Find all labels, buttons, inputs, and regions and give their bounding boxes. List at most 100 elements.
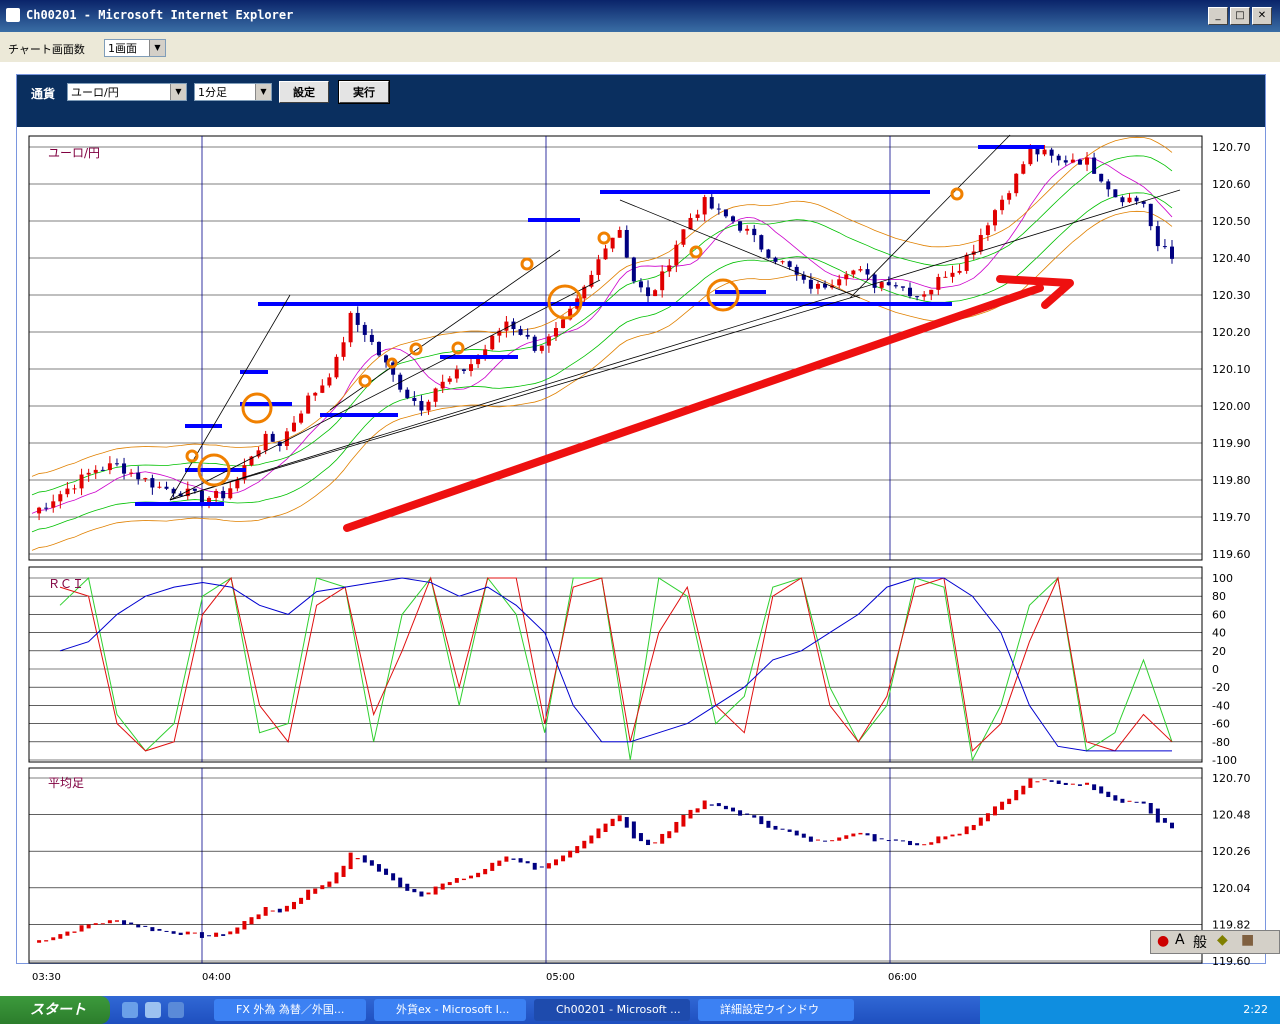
candle-body — [122, 463, 127, 474]
trend-line — [169, 294, 291, 501]
heikin-candle — [653, 842, 658, 844]
heikin-candle — [376, 864, 381, 872]
candle-body — [214, 490, 219, 498]
heikin-candle — [950, 834, 955, 837]
main-y-tick: 120.20 — [1212, 326, 1251, 339]
heikin-candle — [150, 927, 155, 932]
candle-body — [1148, 203, 1153, 227]
heikin-y-tick: 120.70 — [1212, 772, 1251, 785]
taskbar-item-gaika[interactable]: 外貨ex - Microsoft I... — [374, 999, 526, 1021]
heikin-candle — [1127, 800, 1132, 802]
ime-dictionary-icon[interactable]: ◆ — [1217, 932, 1228, 948]
candle-body — [405, 389, 410, 398]
candle-body — [362, 324, 367, 335]
rci-y-tick: -80 — [1212, 736, 1230, 749]
close-button[interactable]: ✕ — [1252, 7, 1272, 25]
candle-body — [546, 336, 551, 346]
heikin-candle — [454, 878, 459, 883]
heikin-candle — [1049, 780, 1054, 782]
heikin-candle — [596, 828, 601, 839]
candle-body — [801, 274, 806, 280]
heikin-candle — [185, 931, 190, 935]
heikin-candle — [221, 934, 226, 936]
minimize-button[interactable]: _ — [1208, 7, 1228, 25]
ime-mode-icon[interactable]: ● — [1157, 933, 1170, 949]
heikin-candle — [299, 897, 304, 904]
taskbar-item-ch00201[interactable]: Ch00201 - Microsoft ... — [534, 999, 690, 1021]
candle-body — [943, 276, 948, 278]
rci-y-tick: 20 — [1212, 645, 1226, 658]
heikin-candle — [561, 855, 566, 862]
heikin-candle — [490, 862, 495, 871]
heikin-candle — [957, 833, 962, 836]
candle-body — [1014, 173, 1019, 194]
quicklaunch-ie-icon[interactable] — [122, 1002, 138, 1018]
candle-body — [1170, 246, 1174, 259]
candle-body — [787, 261, 792, 267]
chart-screens-select[interactable]: 1画面 ▼ — [104, 39, 166, 57]
heikin-candle — [624, 817, 629, 828]
heikin-candle — [1099, 786, 1104, 794]
heikin-candle — [270, 910, 275, 912]
heikin-candle — [872, 834, 877, 842]
candle-body — [823, 283, 828, 288]
marker-circle — [185, 449, 199, 463]
candle-body — [638, 281, 643, 288]
candle-body — [752, 228, 757, 236]
candle-body — [1028, 148, 1033, 165]
heikin-candle — [766, 820, 771, 828]
candle-body — [900, 286, 905, 288]
candle-body — [858, 269, 863, 271]
candle-body — [646, 287, 651, 297]
candle-body — [908, 287, 913, 297]
x-axis-label: 03:30 — [32, 972, 61, 983]
settings-button[interactable]: 設定 — [279, 81, 329, 103]
candle-body — [1035, 148, 1040, 155]
interval-select[interactable]: 1分足 ▼ — [194, 83, 272, 101]
candle-body — [674, 244, 679, 266]
candle-body — [419, 401, 424, 411]
ime-a-icon[interactable]: A — [1175, 932, 1185, 948]
candle-body — [1092, 157, 1097, 174]
taskbar-item-settings[interactable]: 詳細設定ウインドウ — [698, 999, 854, 1021]
heikin-y-tick: 119.60 — [1212, 955, 1251, 968]
currency-select[interactable]: ユーロ/円 ▼ — [67, 83, 187, 101]
candle-body — [837, 279, 842, 286]
rci-y-tick: 100 — [1212, 572, 1233, 585]
quicklaunch-media-icon[interactable] — [168, 1002, 184, 1018]
candle-body — [1085, 157, 1090, 165]
candle-body — [412, 397, 417, 402]
ime-toolbar[interactable]: ● A 般 ◆ ■ — [1150, 930, 1280, 954]
marker-circle — [706, 278, 740, 312]
candle-body — [93, 469, 98, 473]
candle-body — [985, 225, 990, 236]
main-chart-title: ユーロ/円 — [48, 146, 100, 160]
chevron-down-icon[interactable]: ▼ — [170, 84, 186, 100]
candle-body — [157, 486, 162, 488]
candle-body — [100, 469, 105, 471]
start-button[interactable]: スタート — [0, 996, 110, 1024]
taskbar-item-fx[interactable]: FX 外為 為替／外国... — [214, 999, 366, 1021]
heikin-candle — [178, 932, 183, 935]
maximize-button[interactable]: □ — [1230, 7, 1250, 25]
chevron-down-icon[interactable]: ▼ — [255, 84, 271, 100]
run-button[interactable]: 実行 — [338, 80, 390, 104]
heikin-candle — [546, 863, 551, 869]
x-axis-label: 06:00 — [888, 972, 917, 983]
candle-body — [808, 279, 813, 289]
candle-body — [1049, 149, 1054, 156]
heikin-candle — [100, 923, 105, 925]
ime-general-icon[interactable]: 般 — [1193, 935, 1207, 951]
candle-body — [107, 463, 112, 471]
heikin-candle — [320, 885, 325, 890]
heikin-candle — [362, 855, 367, 863]
ime-tool-icon[interactable]: ■ — [1241, 932, 1255, 948]
heikin-candle — [858, 832, 863, 835]
heikin-candle — [575, 846, 580, 854]
candle-body — [150, 478, 155, 488]
heikin-candle — [1063, 782, 1068, 785]
heikin-candle — [893, 839, 898, 841]
quicklaunch-desktop-icon[interactable] — [145, 1002, 161, 1018]
chevron-down-icon[interactable]: ▼ — [149, 40, 165, 56]
trend-arrow-shaft — [343, 284, 1044, 532]
